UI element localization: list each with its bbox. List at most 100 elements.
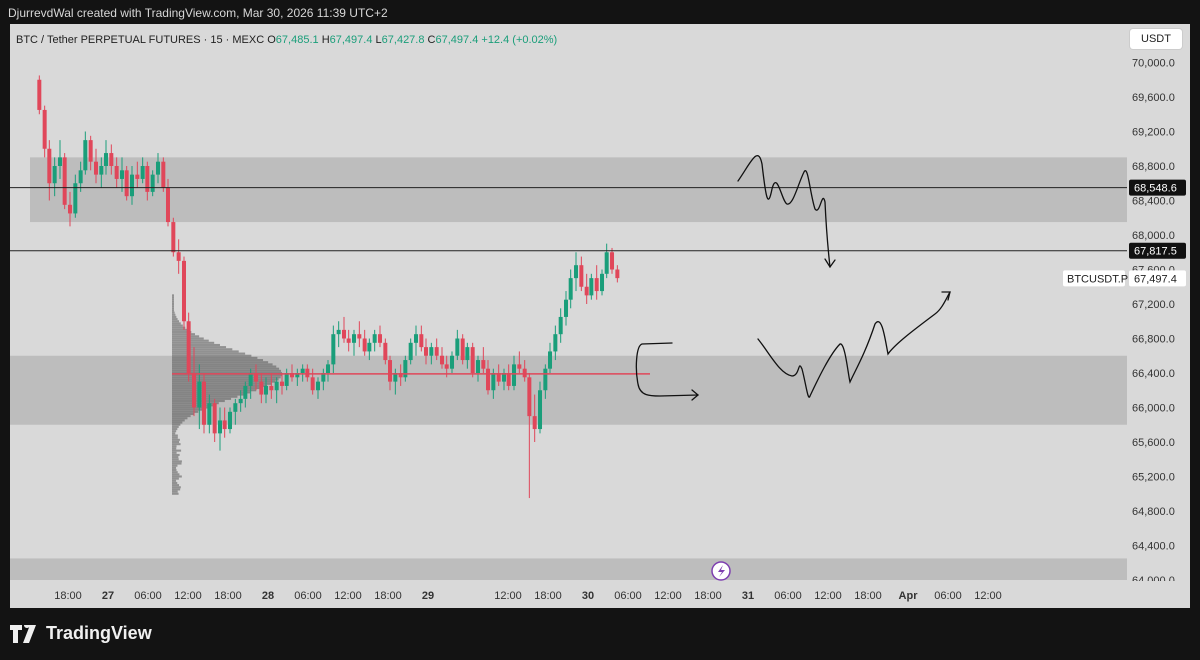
volume-profile-bar	[172, 301, 174, 303]
volume-profile-bar	[172, 443, 181, 445]
x-axis-tick-label: 18:00	[534, 590, 562, 602]
y-axis-tick-label: 68,000.0	[1132, 230, 1175, 242]
volume-profile-bar	[172, 353, 245, 355]
volume-profile-bar	[172, 488, 180, 490]
x-axis-tick-label: Apr	[899, 590, 919, 602]
volume-profile-bar	[172, 327, 185, 329]
chart-canvas[interactable]: 70,000.0 69,600.0 69,200.0 68,800.0 68,400.0…	[10, 24, 1190, 608]
candle-body	[331, 334, 335, 364]
candle-body	[486, 369, 490, 391]
volume-profile-bar	[172, 383, 272, 385]
candle-body	[202, 382, 206, 425]
x-axis-tick-label: 12:00	[174, 590, 202, 602]
volume-profile-bar	[172, 441, 179, 443]
volume-profile-bar	[172, 307, 174, 309]
candle-body	[512, 364, 516, 386]
candle-body	[171, 222, 175, 252]
volume-profile-bar	[172, 309, 174, 311]
candle-body	[37, 80, 41, 110]
candle-body	[378, 334, 382, 343]
candle-body	[213, 403, 217, 433]
candle-body	[218, 420, 222, 433]
candle-body	[481, 360, 485, 369]
supply-demand-zone	[10, 558, 1127, 580]
candle-body	[83, 140, 87, 170]
x-axis-tick-label: 27	[102, 590, 114, 602]
candle-body	[403, 360, 407, 377]
candle-body	[177, 252, 181, 261]
x-axis-tick-label: 18:00	[54, 590, 82, 602]
volume-profile-bar	[172, 428, 177, 430]
candle-body	[259, 382, 263, 395]
x-axis-tick-label: 12:00	[494, 590, 522, 602]
candle-body	[363, 339, 367, 352]
chart-legend: BTC / Tether PERPETUAL FUTURES · 15 · ME…	[16, 34, 557, 46]
candle-body	[43, 110, 47, 149]
candle-body	[47, 149, 51, 184]
candle-body	[228, 412, 232, 429]
candle-body	[135, 175, 139, 179]
candle-body	[424, 347, 428, 356]
candle-body	[610, 252, 614, 269]
footer-bar	[0, 608, 1200, 660]
candle-body	[120, 170, 124, 179]
legend-high-label: H	[322, 34, 330, 46]
candle-body	[585, 287, 589, 296]
candle-body	[352, 334, 356, 343]
candle-body	[243, 386, 247, 399]
candle-body	[58, 157, 62, 166]
volume-profile-bar	[172, 357, 257, 359]
volume-profile-bar	[172, 480, 176, 482]
x-axis-tick-label: 28	[262, 590, 274, 602]
y-axis-tick-label: 69,600.0	[1132, 92, 1175, 104]
legend-open-label: O	[267, 34, 276, 46]
candle-body	[275, 382, 279, 391]
candle-body	[445, 364, 449, 368]
candle-body	[79, 170, 83, 183]
volume-profile-bar	[172, 493, 179, 495]
volume-profile-bar	[172, 394, 244, 396]
x-axis-tick-label: 06:00	[294, 590, 322, 602]
volume-profile-bar	[172, 391, 250, 393]
volume-profile-bar	[172, 385, 267, 387]
candle-body	[461, 339, 465, 361]
candle-body	[68, 205, 72, 214]
candle-body	[182, 261, 186, 321]
volume-profile-bar	[172, 422, 182, 424]
candle-body	[435, 347, 439, 356]
candle-body	[94, 162, 98, 175]
candle-body	[409, 343, 413, 360]
candle-body	[388, 360, 392, 382]
legend-close-value: 67,497.4	[436, 34, 479, 46]
candle-body	[605, 252, 609, 274]
candle-body	[367, 343, 371, 352]
candle-body	[223, 420, 227, 429]
candle-body	[53, 166, 57, 183]
volume-profile-bar	[172, 424, 180, 426]
y-axis-background	[1127, 24, 1190, 608]
volume-profile-bar	[172, 426, 179, 428]
y-axis-tick-label: 66,400.0	[1132, 368, 1175, 380]
currency-button[interactable]: USDT	[1130, 29, 1182, 49]
volume-profile-bar	[172, 417, 187, 419]
candle-body	[455, 339, 459, 356]
volume-profile-bar	[172, 398, 231, 400]
volume-profile-bar	[172, 478, 179, 480]
volume-profile-bar	[172, 463, 182, 465]
volume-profile-bar	[172, 303, 174, 305]
candle-body	[249, 373, 253, 386]
volume-profile-bar	[172, 359, 263, 361]
candle-body	[429, 347, 433, 356]
candle-body	[99, 166, 103, 175]
candle-body	[419, 334, 423, 347]
candle-body	[533, 416, 537, 429]
candle-body	[342, 330, 346, 339]
symbol-tag: BTCUSDT.P	[1067, 273, 1128, 285]
y-axis-tick-label: 64,400.0	[1132, 541, 1175, 553]
candle-body	[109, 153, 113, 166]
tradingview-brand: TradingView	[10, 623, 152, 644]
x-axis-tick-label: 06:00	[614, 590, 642, 602]
volume-profile-bar	[172, 432, 175, 434]
candle-body	[553, 334, 557, 351]
candle-body	[316, 382, 320, 391]
